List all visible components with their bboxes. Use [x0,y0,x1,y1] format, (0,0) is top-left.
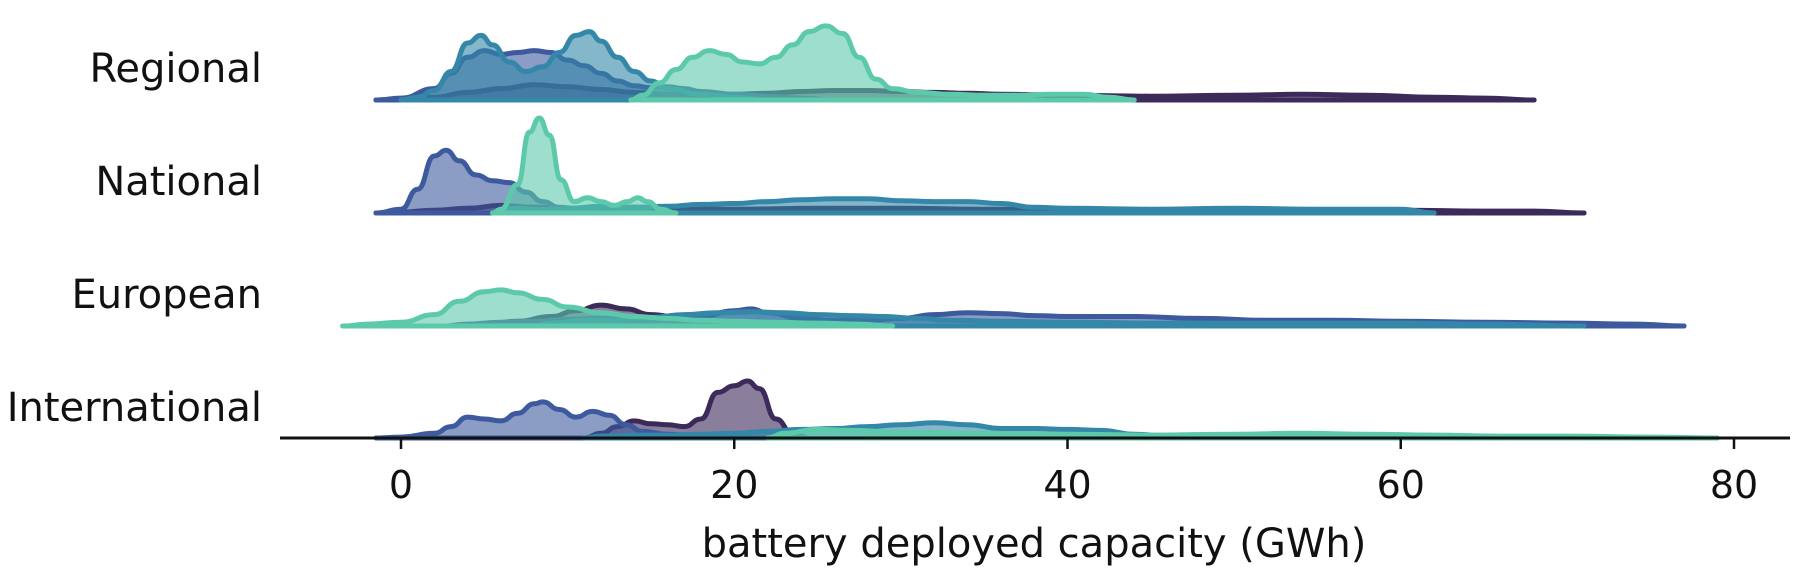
density-fill-regional-3 [630,25,1135,100]
density-fill-national-3 [492,118,676,213]
x-tick-label-0: 0 [389,463,413,507]
ridge-row-national [373,115,1587,216]
density-line-international-1 [373,399,737,441]
x-tick-label-80: 80 [1710,463,1758,507]
density-fill-european-3 [342,289,893,326]
x-tick-label-60: 60 [1377,463,1425,507]
row-label-european: European [71,272,262,318]
density-line-regional-3 [628,23,1137,103]
density-line-national-3 [490,115,679,216]
ridge-row-regional [373,23,1537,103]
x-axis-label: battery deployed capacity (GWh) [702,521,1367,567]
density-fill-regional-2 [401,31,768,101]
density-curves [340,23,1720,441]
row-labels: Regional National European International [7,46,262,431]
ridge-row-european [340,287,1687,329]
density-fill-international-1 [376,401,735,438]
row-label-international: International [7,385,262,431]
ridge-row-international [373,378,1720,441]
row-label-regional: Regional [89,46,262,92]
density-line-european-3 [340,287,895,329]
x-tick-label-40: 40 [1043,463,1091,507]
x-tick-label-20: 20 [710,463,758,507]
row-label-national: National [95,159,262,205]
density-line-international-2 [581,420,1204,441]
x-axis-ticks: 0 20 40 60 80 [389,438,1758,507]
density-fill-national-1 [376,150,651,213]
